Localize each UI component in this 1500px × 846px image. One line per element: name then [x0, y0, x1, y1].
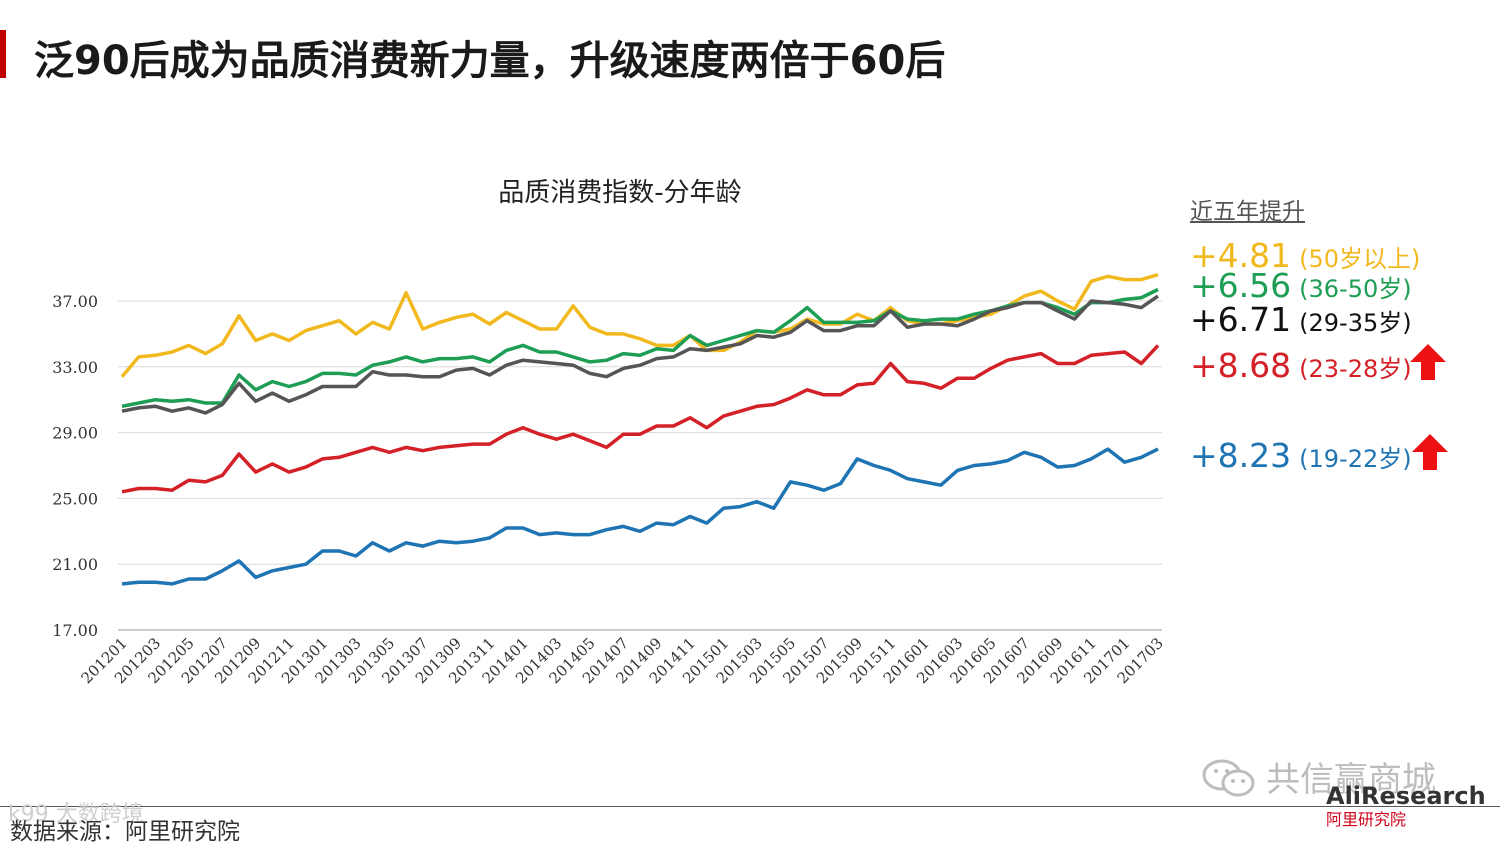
x-axis-ticks: 2012012012032012052012072012092012112013… [78, 634, 1167, 687]
legend-item-23-28: +8.68 (23-28岁) [1190, 346, 1412, 386]
watermark-right: 共信赢商城 [1266, 760, 1436, 800]
series-line-3 [121, 344, 1160, 494]
legend-age: (19-22岁) [1299, 445, 1412, 473]
data-source: 数据来源：阿里研究院 [10, 819, 240, 845]
up-arrow-icon [1410, 344, 1446, 380]
wechat-icon [1202, 759, 1255, 797]
legend-delta: +6.56 [1190, 266, 1292, 305]
title-accent-bar [0, 30, 6, 78]
legend-heading: 近五年提升 [1190, 199, 1305, 225]
y-tick-label: 29.00 [52, 424, 98, 443]
legend-age: (36-50岁) [1299, 275, 1412, 303]
legend-item-50-plus: +4.81 (50岁以上) [1190, 236, 1420, 276]
legend-age: (50岁以上) [1299, 245, 1421, 273]
series-line-2 [121, 294, 1159, 415]
legend-delta: +8.23 [1190, 436, 1292, 475]
legend-age: (23-28岁) [1299, 355, 1412, 383]
y-tick-label: 21.00 [52, 555, 98, 574]
legend-delta: +8.68 [1190, 346, 1292, 385]
legend-item-29-35: +6.71 (29-35岁) [1190, 300, 1412, 340]
footer-divider [0, 806, 1500, 807]
legend-item-19-22: +8.23 (19-22岁) [1190, 436, 1412, 476]
legend-item-36-50: +6.56 (36-50岁) [1190, 266, 1412, 306]
logo-text: AliResearch [1326, 782, 1486, 810]
legend-delta: +4.81 [1190, 236, 1292, 275]
logo-subtext: 阿里研究院 [1326, 810, 1407, 829]
watermark-left: k99 大数跨境 [8, 802, 144, 827]
y-tick-label: 17.00 [52, 621, 98, 640]
y-tick-label: 33.00 [52, 358, 98, 377]
series-line-4 [121, 447, 1159, 586]
y-tick-label: 25.00 [52, 489, 98, 508]
up-arrow-icon [1412, 434, 1448, 470]
y-axis-ticks: 17.00 21.00 25.00 29.00 33.00 37.00 [52, 292, 98, 640]
legend-age: (29-35岁) [1299, 309, 1412, 337]
y-tick-label: 37.00 [52, 292, 98, 311]
series-layer [120, 273, 1160, 586]
page-title: 泛90后成为品质消费新力量，升级速度两倍于60后 [34, 38, 946, 84]
chart-title: 品质消费指数-分年龄 [498, 178, 742, 208]
aliresearch-logo: AliResearch 阿里研究院 [1326, 782, 1486, 830]
legend-delta: +6.71 [1190, 300, 1292, 339]
